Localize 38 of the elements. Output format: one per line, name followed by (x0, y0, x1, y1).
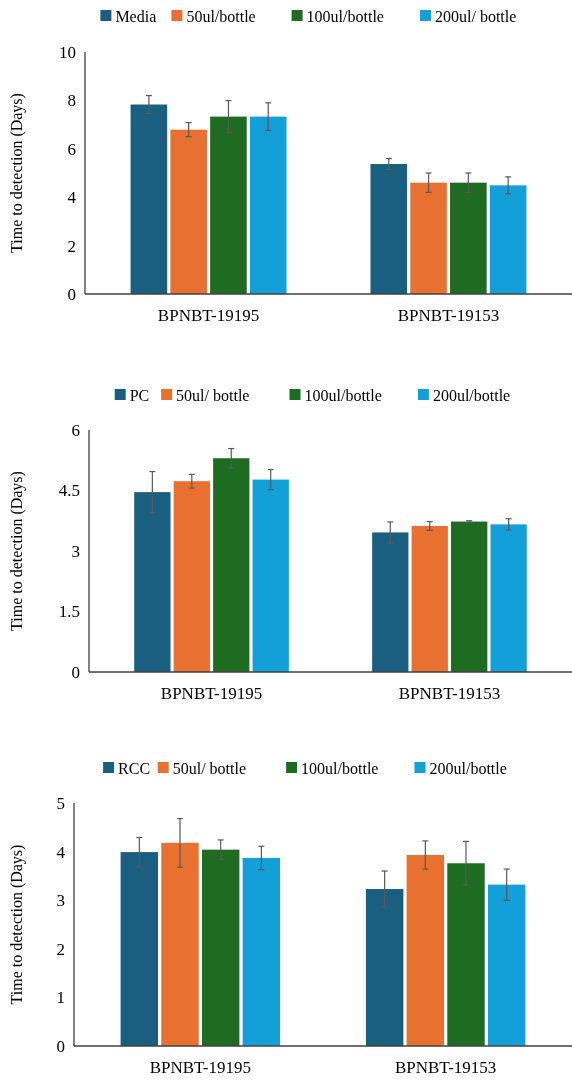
y-axis-title: Time to detection (Days) (8, 93, 26, 253)
y-tick-label: 4 (56, 842, 66, 862)
y-tick-label: 0 (71, 662, 80, 682)
legend-label: Media (115, 7, 157, 25)
y-tick-label: 5 (56, 793, 65, 813)
x-tick-label: BPNBT-19153 (394, 1058, 497, 1077)
legend-label: PC (129, 386, 150, 404)
legend-label: RCC (118, 759, 151, 777)
x-tick-label: BPNBT-19153 (397, 306, 500, 325)
y-axis-title: Time to detection (Days) (8, 844, 26, 1005)
y-tick-label: 2 (67, 236, 76, 256)
legend-label: 100ul/bottle (306, 7, 384, 25)
y-tick-label: 4.5 (58, 481, 80, 501)
y-tick-label: 6 (67, 139, 76, 159)
x-tick-label: BPNBT-19153 (398, 684, 501, 703)
legend-label: 200ul/bottle (429, 759, 507, 777)
x-tick-label: BPNBT-19195 (157, 306, 260, 325)
legend-label: 200ul/ bottle (435, 7, 517, 25)
legend-label: 50ul/ bottle (176, 386, 250, 404)
y-tick-label: 3 (71, 541, 80, 561)
y-tick-label: 1.5 (58, 602, 80, 622)
y-tick-label: 6 (71, 420, 80, 440)
y-axis-title: Time to detection (Days) (8, 471, 26, 631)
legend-label: 50ul/ bottle (172, 759, 247, 777)
x-tick-label: BPNBT-19195 (160, 684, 263, 703)
y-tick-label: 8 (67, 91, 76, 111)
legend-label: 50ul/bottle (186, 7, 256, 25)
y-tick-label: 2 (56, 939, 65, 959)
legend-label: 200ul/bottle (432, 386, 511, 404)
y-tick-label: 1 (56, 988, 65, 1008)
y-tick-label: 0 (67, 284, 76, 304)
legend-label: 100ul/bottle (301, 759, 379, 777)
x-tick-label: BPNBT-19195 (149, 1058, 252, 1077)
legend-label: 100ul/bottle (304, 386, 382, 404)
y-tick-label: 0 (56, 1036, 65, 1056)
y-tick-label: 4 (67, 188, 77, 208)
y-tick-label: 3 (56, 891, 65, 911)
y-tick-label: 10 (59, 42, 76, 62)
